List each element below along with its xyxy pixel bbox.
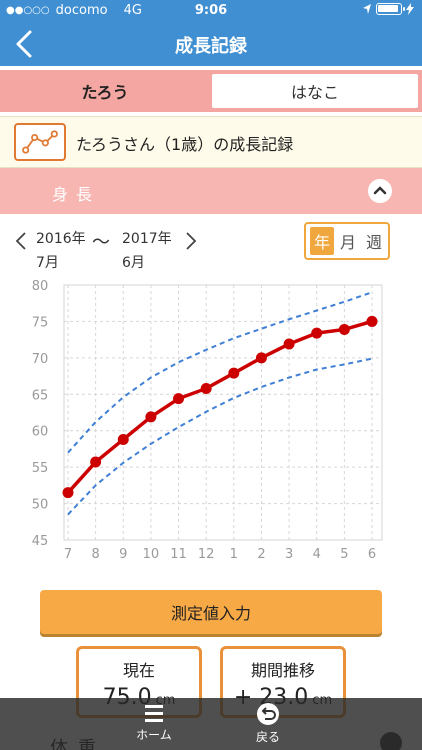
record-header: たろうさん（1歳）の成長記録 (0, 116, 422, 168)
data-point (283, 338, 295, 350)
return-icon (257, 703, 279, 725)
data-point (90, 456, 102, 468)
y-tick-label: 65 (32, 388, 49, 403)
period-month[interactable]: 月 (339, 233, 356, 252)
menu-icon (145, 705, 163, 722)
section-height[interactable]: 身長 (0, 168, 422, 214)
status-bar: ●●○○○ docomo 4G 9:06 (0, 0, 422, 22)
range-end-year: 2017年 (122, 231, 172, 247)
chevron-left-icon[interactable] (10, 26, 40, 62)
nav-bar: 成長記録 (0, 22, 422, 66)
data-point (366, 315, 378, 327)
network-label: 4G (123, 3, 142, 18)
data-point (200, 382, 212, 394)
status-left: ●●○○○ docomo 4G (6, 3, 142, 18)
data-point (228, 367, 240, 379)
x-tick-label: 12 (198, 547, 215, 562)
y-tick-label: 50 (32, 498, 49, 513)
x-tick-label: 6 (368, 547, 376, 562)
data-point (255, 352, 267, 364)
bottom-tab-bar: ホーム 戻る (0, 698, 422, 750)
tab-home-label: ホーム (136, 728, 172, 742)
section-label: 身長 (52, 185, 101, 204)
signal-strength-icon: ●●○○○ (6, 5, 50, 16)
carrier-label: docomo (55, 3, 108, 18)
tab-taro[interactable]: たろう (0, 72, 210, 110)
x-tick-label: 11 (170, 547, 187, 562)
range-end-month: 6月 (122, 255, 145, 271)
tab-back[interactable]: 戻る (228, 702, 308, 745)
status-time: 9:06 (194, 3, 228, 18)
data-point (311, 327, 323, 339)
data-point (173, 393, 185, 405)
x-tick-label: 2 (257, 547, 265, 562)
x-tick-label: 1 (230, 547, 238, 562)
x-tick-label: 5 (340, 547, 348, 562)
y-tick-label: 75 (32, 315, 49, 330)
chevron-up-circle-icon[interactable] (368, 179, 392, 203)
period-selector: 年 月 週 (304, 222, 390, 260)
x-tick-label: 9 (119, 547, 127, 562)
plot-area (63, 284, 383, 541)
tab-back-label: 戻る (255, 730, 280, 744)
range-start-month: 7月 (36, 255, 59, 271)
series-band-line (67, 291, 373, 454)
battery-icon (376, 3, 405, 15)
page-title: 成長記録 (175, 36, 247, 57)
y-tick-label: 70 (32, 352, 49, 367)
range-separator: 〜 (92, 232, 110, 253)
record-title: たろうさん（1歳）の成長記録 (76, 135, 294, 154)
measure-input-button[interactable]: 測定値入力 (40, 590, 382, 634)
x-tick-label: 7 (64, 547, 72, 562)
next-range-icon[interactable] (184, 230, 198, 252)
y-tick-label: 60 (32, 425, 49, 440)
tab-hanako[interactable]: はなこ (210, 72, 420, 110)
status-right (362, 3, 414, 15)
card-change-title: 期間推移 (250, 661, 315, 680)
card-current-title: 現在 (122, 661, 155, 680)
prev-range-icon[interactable] (14, 230, 28, 252)
y-tick-label: 45 (32, 534, 49, 549)
tab-home[interactable]: ホーム (114, 702, 194, 743)
x-tick-label: 10 (143, 547, 160, 562)
period-week[interactable]: 週 (365, 233, 382, 252)
data-point (338, 323, 350, 335)
line-graph-icon (14, 123, 66, 161)
data-point (62, 487, 74, 499)
range-start-year: 2016年 (36, 231, 86, 247)
x-tick-label: 4 (313, 547, 321, 562)
x-tick-label: 3 (285, 547, 293, 562)
data-point (117, 433, 129, 445)
x-tick-label: 8 (91, 547, 99, 562)
period-year[interactable]: 年 (310, 227, 334, 255)
y-tick-label: 55 (32, 461, 49, 476)
child-tabs: たろう はなこ (0, 70, 422, 112)
charging-icon (406, 3, 414, 15)
y-tick-label: 80 (32, 279, 49, 294)
data-point (145, 411, 157, 423)
location-icon (363, 4, 371, 14)
